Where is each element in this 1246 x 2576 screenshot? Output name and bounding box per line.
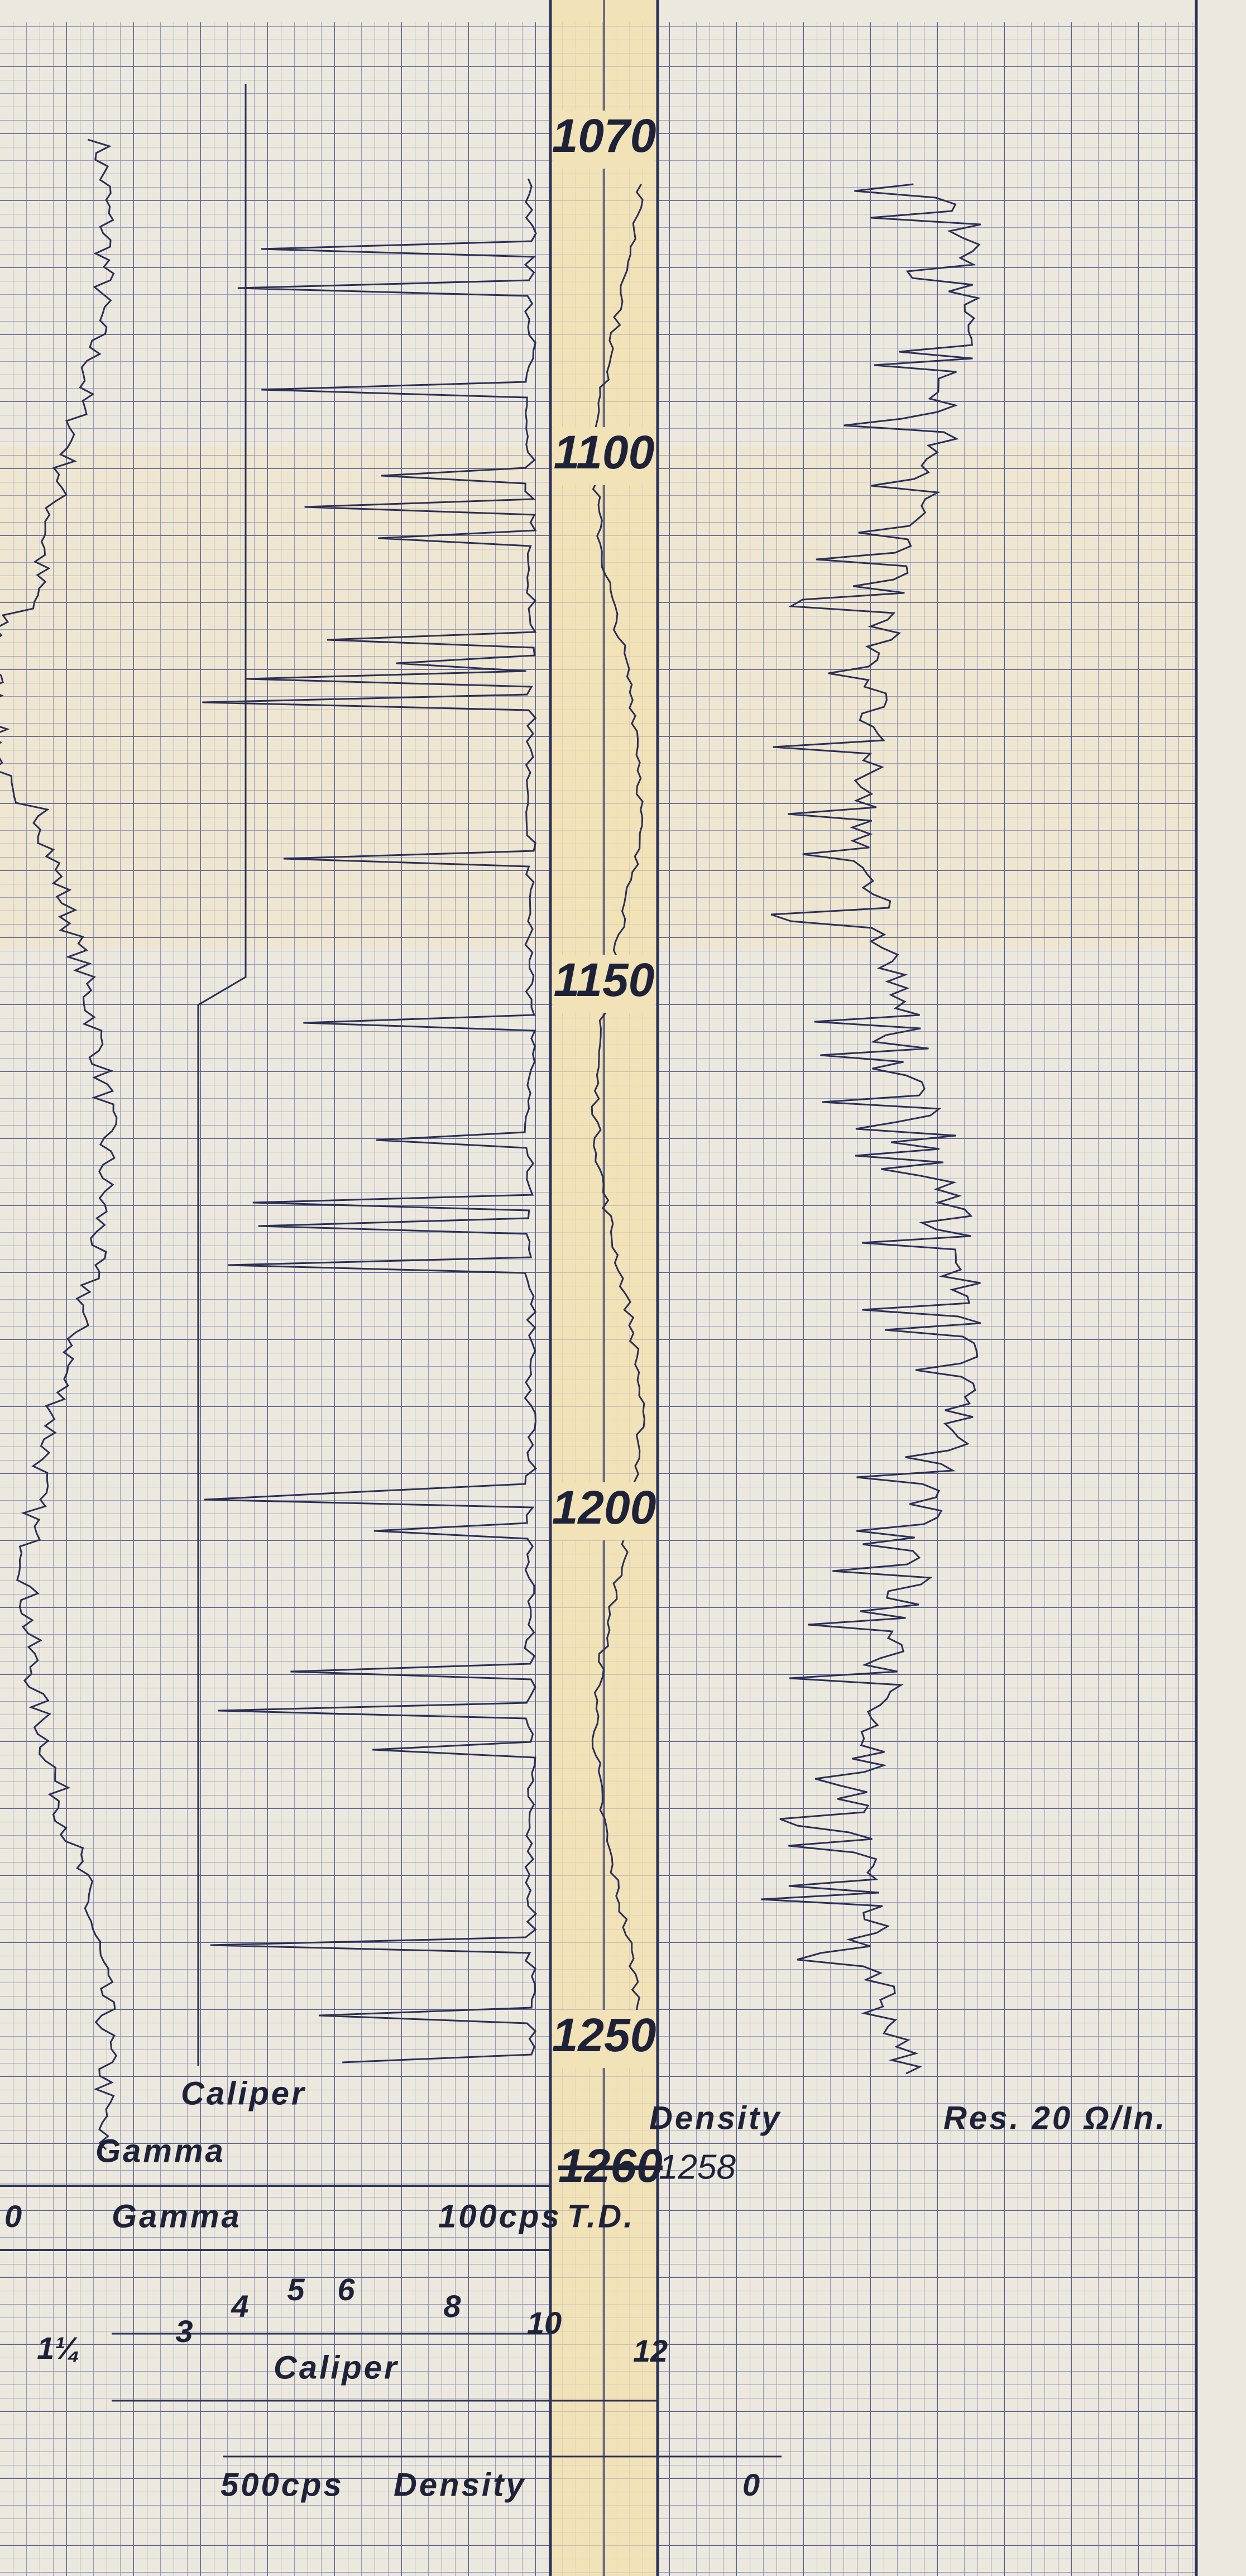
depth-label: 1070 — [552, 109, 656, 162]
curve-label: Caliper — [181, 2075, 306, 2111]
curve-label: Density — [649, 2100, 782, 2136]
well-log: 10701100115012001250 Caliper Gamma Densi… — [0, 0, 1246, 2576]
scale-label: 0 — [742, 2467, 760, 2502]
scale-label: 100cps — [438, 2198, 562, 2234]
page: 10701100115012001250 Caliper Gamma Densi… — [0, 0, 1246, 2576]
td-depth: 1258 — [659, 2148, 736, 2186]
scale-label: Caliper — [274, 2349, 399, 2386]
depth-label: 1250 — [552, 2009, 656, 2061]
caliper-tick-label: 3 — [175, 2314, 193, 2349]
depth-label: 1100 — [554, 426, 655, 478]
caliper-tick-label: 12 — [633, 2333, 668, 2368]
caliper-tick-label: 10 — [527, 2305, 562, 2340]
depth-label: 1150 — [554, 954, 655, 1006]
scale-label: 500cps — [221, 2467, 344, 2503]
scale-label: 0 — [4, 2199, 22, 2234]
scale-label: Gamma — [112, 2198, 242, 2234]
caliper-tick-label: 8 — [443, 2288, 461, 2324]
caliper-tick-label: 4 — [231, 2288, 248, 2324]
depth-label: 1200 — [552, 1481, 656, 1534]
scale-label: Density — [394, 2467, 526, 2503]
caliper-tick-label: 5 — [287, 2272, 305, 2307]
curve-label: Res. 20 Ω/In. — [943, 2100, 1167, 2136]
curve-label: Gamma — [95, 2133, 226, 2169]
scale-label: T.D. — [567, 2198, 635, 2234]
caliper-tick-label: 6 — [337, 2272, 355, 2307]
caliper-tick-label: 1¼ — [37, 2330, 80, 2366]
td-struck: 1260 — [558, 2139, 663, 2192]
